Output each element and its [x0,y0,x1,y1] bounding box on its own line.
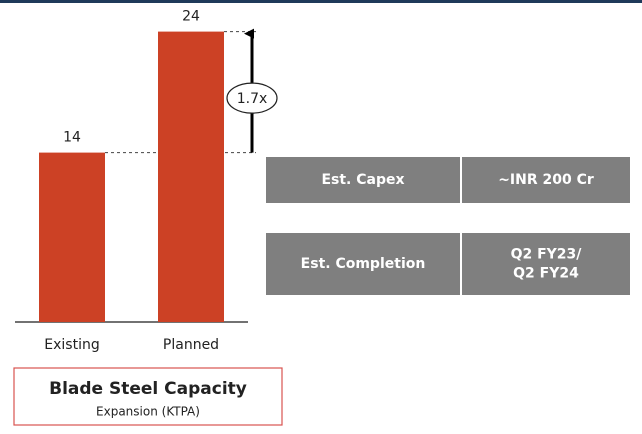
caption-title: Blade Steel Capacity [49,379,247,399]
caption-subtitle: Expansion (KTPA) [96,405,200,419]
cell-text: Q2 FY24 [513,266,579,282]
top-rule [0,0,642,3]
table-cell [266,157,460,203]
category-label: Planned [163,337,219,353]
cell-text: ~INR 200 Cr [498,172,594,188]
annotation-bubble [226,82,278,114]
value-label: 24 [182,9,200,25]
bar [158,31,224,322]
table-cell [266,233,460,295]
annotation: 1.7x [237,91,268,107]
bar [39,152,105,322]
cell-text: Est. Completion [301,256,426,272]
value-label: 14 [63,130,81,146]
table-cell [462,233,630,295]
caption-box [13,367,283,426]
table-cell [462,157,630,203]
cell-text: Est. Capex [321,172,404,188]
category-label: Existing [44,337,99,353]
cell-text: Q2 FY23/ [511,247,583,263]
